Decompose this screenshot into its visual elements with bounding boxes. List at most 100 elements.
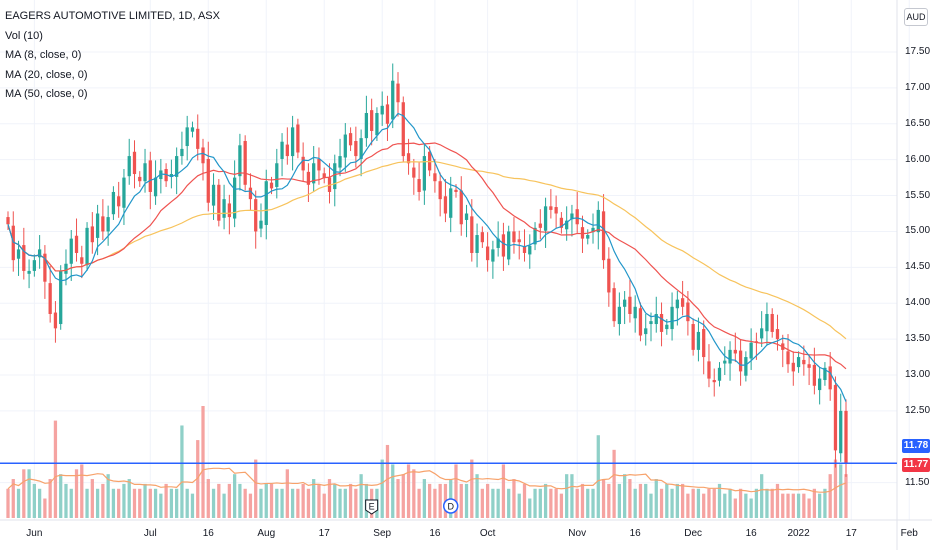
volume-bar bbox=[69, 488, 73, 518]
candle-body bbox=[301, 156, 305, 171]
volume-bar bbox=[485, 483, 490, 518]
candle-body bbox=[833, 385, 838, 451]
volume-bar bbox=[680, 483, 685, 518]
volume-bar bbox=[512, 479, 516, 518]
legend-ma50[interactable]: MA (50, close, 0) bbox=[5, 88, 88, 100]
time-tick-label: Dec bbox=[684, 528, 703, 539]
volume-bar bbox=[649, 493, 653, 518]
volume-bar bbox=[322, 493, 326, 518]
last-price-badge: 11.78 bbox=[902, 439, 930, 453]
volume-bar bbox=[570, 474, 574, 518]
volume-bar bbox=[702, 493, 706, 518]
currency-button[interactable]: AUD bbox=[904, 8, 928, 26]
price-tick-label: 14.00 bbox=[905, 297, 931, 309]
candle-body bbox=[306, 171, 311, 185]
volume-bar bbox=[596, 435, 600, 518]
candle-body bbox=[791, 362, 795, 372]
candle-body bbox=[417, 179, 421, 192]
candle-body bbox=[64, 263, 68, 274]
candle-body bbox=[786, 351, 790, 365]
candle-body bbox=[543, 206, 548, 231]
volume-bar bbox=[74, 469, 79, 518]
candle-body bbox=[628, 296, 632, 314]
price-tick-label: 16.00 bbox=[905, 153, 931, 165]
candle-body bbox=[206, 158, 210, 203]
volume-bar bbox=[85, 488, 89, 518]
candle-body bbox=[449, 188, 453, 218]
candle-body bbox=[675, 299, 679, 309]
candle-body bbox=[559, 217, 564, 228]
volume-bar bbox=[728, 488, 732, 518]
candle-body bbox=[812, 364, 817, 386]
volume-bar bbox=[459, 483, 463, 518]
candle-body bbox=[765, 313, 769, 332]
volume-bar bbox=[380, 459, 384, 518]
volume-bar bbox=[243, 488, 247, 518]
candle-body bbox=[818, 378, 822, 391]
volume-bar bbox=[665, 483, 669, 518]
volume-bar bbox=[264, 483, 268, 518]
volume-bar bbox=[290, 488, 295, 518]
volume-bar bbox=[138, 488, 142, 518]
legend-ma8[interactable]: MA (8, close, 0) bbox=[5, 49, 82, 61]
legend-ma20[interactable]: MA (20, close, 0) bbox=[5, 68, 88, 81]
volume-bar bbox=[528, 498, 532, 518]
candle-body bbox=[823, 367, 827, 381]
candle-body bbox=[322, 173, 326, 178]
volume-bar bbox=[117, 488, 121, 518]
candle-body bbox=[580, 227, 585, 239]
dividend-marker[interactable]: D bbox=[447, 502, 454, 512]
candle-body bbox=[111, 191, 116, 215]
volume-bar bbox=[190, 493, 195, 518]
candle-body bbox=[143, 163, 147, 182]
candle-body bbox=[570, 213, 574, 220]
candle-body bbox=[132, 151, 137, 175]
time-tick-label: 17 bbox=[318, 528, 330, 539]
volume-bar bbox=[333, 483, 337, 518]
candle-body bbox=[90, 226, 94, 243]
earnings-marker[interactable]: E bbox=[369, 502, 375, 512]
candle-body bbox=[744, 357, 748, 376]
volume-bar bbox=[354, 488, 358, 518]
volume-bar bbox=[691, 488, 695, 518]
candle-body bbox=[459, 190, 463, 225]
volume-bar bbox=[717, 483, 722, 518]
volume-bar bbox=[733, 498, 737, 518]
volume-bar bbox=[812, 488, 817, 518]
time-tick-label: 16 bbox=[629, 528, 641, 539]
price-tick-label: 16.50 bbox=[905, 117, 931, 129]
volume-bar bbox=[238, 483, 242, 518]
volume-bar bbox=[543, 483, 548, 518]
candle-body bbox=[359, 138, 363, 159]
candle-body bbox=[254, 199, 258, 232]
candle-body bbox=[702, 329, 706, 358]
candle-body bbox=[760, 328, 764, 339]
candle-body bbox=[248, 187, 253, 200]
volume-bar bbox=[644, 483, 648, 518]
candle-body bbox=[475, 235, 479, 253]
volume-bar bbox=[823, 488, 827, 518]
volume-bar bbox=[454, 464, 458, 518]
candle-body bbox=[659, 313, 664, 332]
candle-body bbox=[607, 258, 611, 293]
volume-bar bbox=[296, 488, 300, 518]
price-tick-label: 14.50 bbox=[905, 261, 931, 273]
candle-body bbox=[95, 213, 100, 238]
time-tick-label: Jul bbox=[143, 528, 157, 539]
candle-body bbox=[117, 196, 121, 207]
candle-body bbox=[16, 249, 21, 259]
legend-volume[interactable]: Vol (10) bbox=[5, 29, 43, 42]
horizontal-line-price-badge: 11.77 bbox=[902, 458, 930, 472]
volume-bar bbox=[269, 483, 274, 518]
volume-bar bbox=[211, 488, 216, 518]
volume-bar bbox=[723, 493, 727, 518]
candle-body bbox=[665, 324, 669, 330]
volume-bar bbox=[586, 488, 590, 518]
candle-body bbox=[59, 270, 63, 325]
legend-symbol[interactable]: EAGERS AUTOMOTIVE LIMITED, 1D, ASX bbox=[5, 10, 220, 22]
price-tick-label: 11.50 bbox=[905, 476, 930, 488]
candle-body bbox=[69, 238, 73, 264]
volume-bar bbox=[438, 483, 442, 518]
